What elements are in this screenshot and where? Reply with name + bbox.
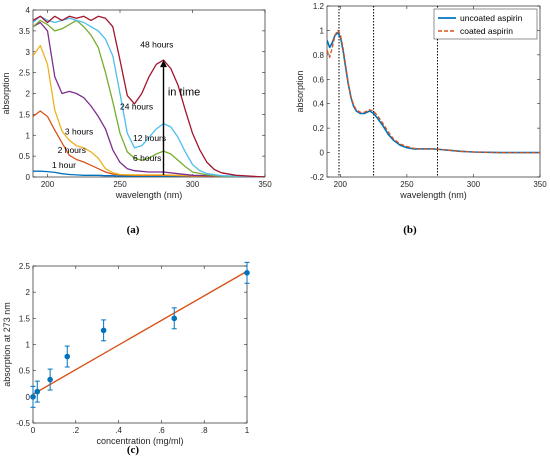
y-tick-label: 1.5	[19, 110, 31, 119]
series-label: 12 hours	[133, 133, 166, 143]
series-group	[33, 15, 265, 177]
time-arrow-head	[160, 60, 167, 68]
chart-panel-c: 0.2.4.6.8 1-0.500.511.522.5concentration …	[2, 261, 250, 446]
x-tick-label: 300	[467, 180, 481, 189]
y-tick-label: 1	[26, 131, 31, 140]
legend-box	[433, 8, 538, 40]
y-axis-label: absorption	[1, 72, 11, 114]
y-tick-label: 0	[26, 393, 31, 402]
y-tick-label: 0.5	[19, 152, 31, 161]
y-tick-label: 0.5	[19, 367, 31, 376]
x-axis-label: wavelength (nm)	[399, 190, 467, 200]
x-tick-label: 1	[245, 426, 250, 435]
y-tick-label: 1	[26, 341, 31, 350]
data-point	[30, 394, 36, 400]
y-tick-label: 4	[26, 6, 31, 15]
panel-label-c: (c)	[127, 444, 140, 456]
x-tick-label: 0	[31, 426, 36, 435]
y-tick-label: 0.8	[313, 51, 325, 60]
y-tick-label: 1.5	[19, 314, 31, 323]
y-tick-label: 2.5	[19, 69, 31, 78]
series-label: 2 hours	[58, 145, 86, 155]
data-point	[244, 270, 250, 276]
panel-label-b: (b)	[403, 224, 417, 236]
panel-label-a: (a)	[127, 224, 140, 236]
y-tick-label: 0.6	[313, 75, 325, 84]
data-point	[47, 376, 53, 383]
x-tick-label: .6	[158, 426, 165, 435]
series-line-1-hour	[33, 170, 265, 177]
series-label: 1 hour	[52, 160, 76, 170]
x-tick-label: 200	[334, 180, 348, 189]
series-line-48-hours	[33, 15, 265, 177]
y-tick-label: 1	[320, 26, 325, 35]
y-tick-label: -0.2	[310, 173, 324, 182]
data-point	[34, 388, 41, 395]
series-label: 3 hours	[65, 126, 93, 136]
series-line-3-hours	[33, 44, 265, 177]
y-tick-label: 0.2	[313, 124, 325, 133]
y-tick-label: 3.5	[19, 27, 31, 36]
x-tick-label: 350	[533, 180, 547, 189]
y-axis-label: absorption at 273 nm	[2, 302, 12, 387]
series-line-coated-aspirin	[327, 29, 540, 154]
series-line-12-hours	[33, 19, 265, 177]
y-tick-label: 0	[26, 173, 31, 182]
data-point	[171, 315, 178, 322]
x-tick-label: .4	[115, 426, 122, 435]
y-tick-label: 2	[26, 288, 31, 297]
x-tick-label: 300	[186, 180, 200, 189]
legend-label-coated: coated aspirin	[460, 26, 513, 36]
data-point	[64, 353, 71, 360]
chart-panel-b: 200 250 300 350 -0.2 0 0.2 0.4 0.6 0.8 1 1.2 wavelen…	[295, 2, 547, 200]
y-axis-label: absorption	[295, 70, 305, 112]
series-label: 6 hours	[133, 153, 161, 163]
series-group	[327, 29, 540, 154]
chart-panel-a: 200 250 300 350 0 0.5 1 1.5 2 2.5 3 3.5 4 wavelength …	[1, 6, 272, 200]
x-tick-label: 200	[41, 180, 55, 189]
fit-line	[32, 270, 248, 395]
legend: uncoated aspirin coated aspirin	[433, 8, 538, 40]
y-tick-label: 2	[26, 90, 31, 99]
x-tick-label: 250	[113, 180, 127, 189]
y-tick-label: -0.5	[16, 419, 30, 428]
y-tick-label: 3	[26, 48, 31, 57]
x-tick-label: .8	[201, 426, 208, 435]
series-label: 24 hours	[120, 101, 153, 111]
series-line-6-hours	[33, 21, 265, 177]
x-tick-label: .2	[72, 426, 79, 435]
legend-label-uncoated: uncoated aspirin	[460, 13, 523, 23]
series-label: 48 hours	[140, 40, 173, 50]
x-tick-label: 250	[400, 180, 414, 189]
y-tick-label: 0	[320, 149, 325, 158]
y-tick-label: 1.2	[313, 2, 325, 11]
time-annotation: in time	[168, 87, 200, 99]
x-tick-label: 350	[258, 180, 272, 189]
x-axis-label: wavelength (nm)	[115, 190, 183, 200]
x-axis-label: concentration (mg/ml)	[96, 436, 183, 446]
plot-frame	[32, 9, 266, 178]
y-tick-label: 2.5	[19, 262, 31, 271]
y-tick-label: 0.4	[313, 100, 325, 109]
data-point	[100, 327, 107, 334]
